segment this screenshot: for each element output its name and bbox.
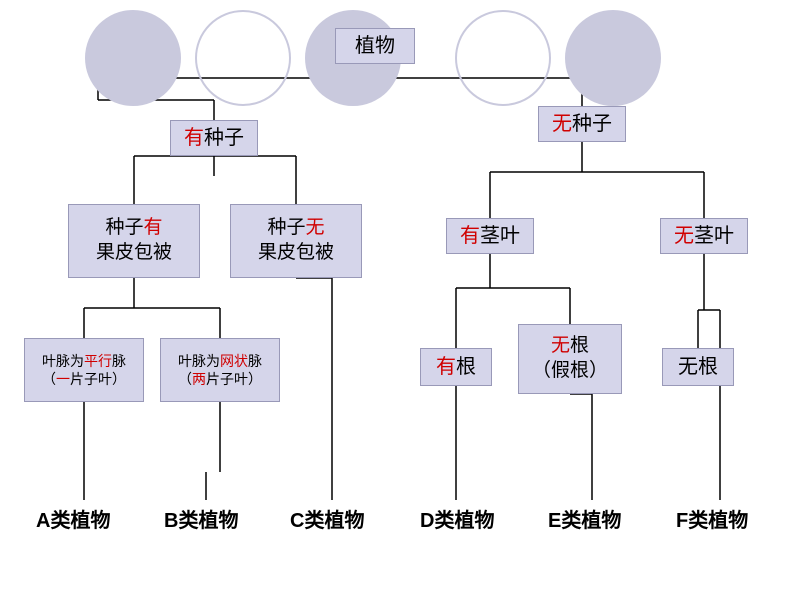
- node-root: 植物: [335, 28, 415, 64]
- node-seedHasPeri: 种子有果皮包被: [68, 204, 200, 278]
- node-noRoot2: 无根: [662, 348, 734, 386]
- decorative-circle: [85, 10, 181, 106]
- node-noStemLeaf: 无茎叶: [660, 218, 748, 254]
- decorative-circle: [455, 10, 551, 106]
- node-noSeed: 无种子: [538, 106, 626, 142]
- node-seedNoPeri: 种子无果皮包被: [230, 204, 362, 278]
- leaf-E: E类植物: [548, 504, 621, 533]
- node-hasRoot: 有根: [420, 348, 492, 386]
- decorative-circle: [195, 10, 291, 106]
- leaf-A: A类植物: [36, 504, 110, 533]
- node-hasStemLeaf: 有茎叶: [446, 218, 534, 254]
- leaf-F: F类植物: [676, 504, 748, 533]
- leaf-D: D类植物: [420, 504, 494, 533]
- leaf-B: B类植物: [164, 504, 238, 533]
- leaf-C: C类植物: [290, 504, 364, 533]
- node-veinNet: 叶脉为网状脉（两片子叶）: [160, 338, 280, 402]
- node-noRoot: 无根（假根）: [518, 324, 622, 394]
- node-veinParallel: 叶脉为平行脉（一片子叶）: [24, 338, 144, 402]
- decorative-circle: [565, 10, 661, 106]
- node-hasSeed: 有种子: [170, 120, 258, 156]
